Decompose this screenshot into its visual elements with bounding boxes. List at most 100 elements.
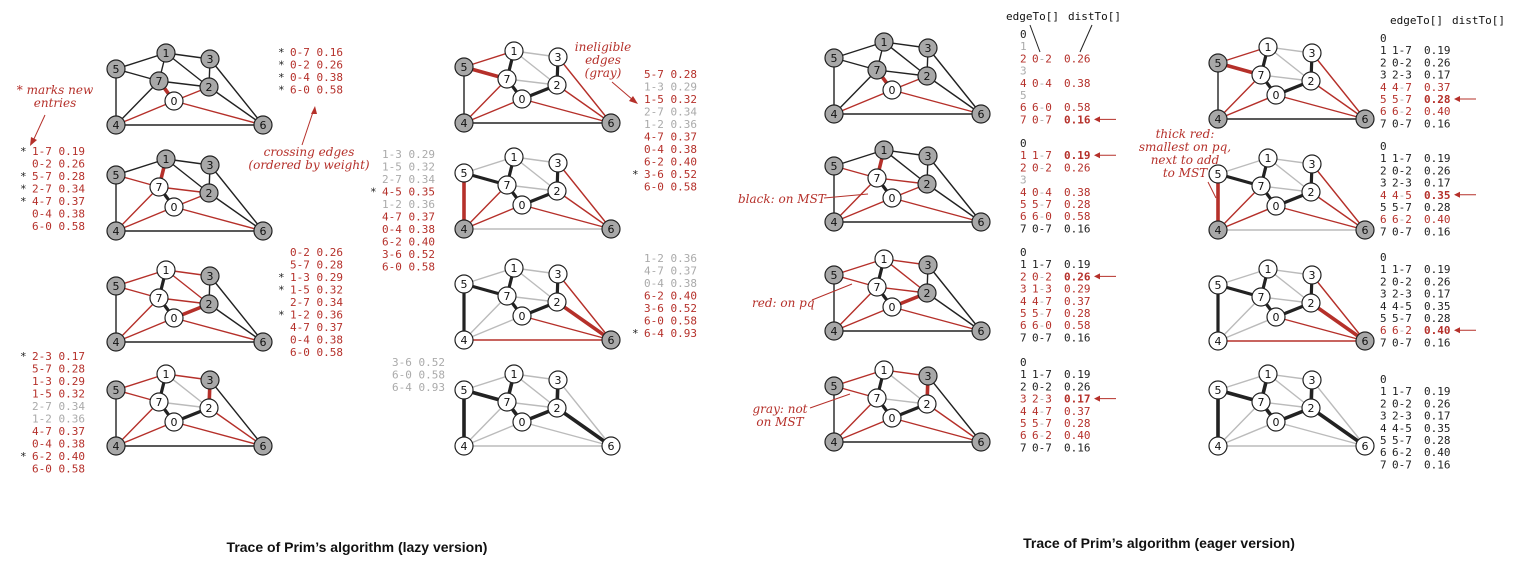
- table-edgeto: 0-7: [1392, 225, 1412, 238]
- vertex-6: [253, 115, 273, 135]
- pq-entry: 4-7 0.37: [290, 321, 343, 334]
- vertex-label-4: 4: [113, 440, 120, 453]
- table-distto: 0.16: [1064, 113, 1091, 126]
- pq-entry: 4-7 0.37: [382, 211, 435, 224]
- graph-edge-0-6: [891, 306, 982, 332]
- vertex-label-5: 5: [1215, 384, 1222, 397]
- table-index: 1: [1020, 149, 1027, 162]
- vertex-label-1: 1: [163, 47, 170, 60]
- table-distto: 0.17: [1424, 410, 1451, 423]
- table-edgeto: 4-5: [1392, 300, 1412, 313]
- graph-edge-2-6: [208, 303, 264, 343]
- table-index: 5: [1380, 201, 1387, 214]
- graph-edge-0-6: [173, 100, 264, 126]
- table-distto: 0.28: [1424, 434, 1451, 447]
- table-edgeto: 0-2: [1032, 161, 1052, 174]
- pq-entry: 1-3 0.29: [290, 271, 343, 284]
- graph-edge-0-6: [891, 197, 982, 223]
- table-distto: 0.28: [1064, 417, 1091, 430]
- table-edgeto: 1-7: [1032, 258, 1052, 271]
- vertex-label-0: 0: [171, 416, 178, 429]
- pq-entry: 1-5 0.32: [644, 93, 697, 106]
- vertex-label-7: 7: [1258, 180, 1265, 193]
- graph-edge-4-7: [1217, 74, 1262, 120]
- thick-red-annotation-4: to MST: [1163, 166, 1208, 180]
- vertex-0: [882, 80, 902, 100]
- table-edgeto: 2-3: [1392, 177, 1412, 190]
- pq-entry: 0-2 0.26: [290, 59, 343, 72]
- table-distto: 0.35: [1424, 189, 1451, 202]
- vertex-label-0: 0: [519, 199, 526, 212]
- pq-entry: 1-2 0.36: [290, 309, 343, 322]
- vertex-0: [882, 297, 902, 317]
- table-index: 7: [1380, 458, 1387, 471]
- graph-edge-4-7: [1217, 185, 1262, 231]
- vertex-label-4: 4: [461, 223, 468, 236]
- vertex-label-0: 0: [171, 201, 178, 214]
- vertex-1: [156, 364, 176, 384]
- vertex-3: [200, 49, 220, 69]
- vertex-6: [601, 113, 621, 133]
- table-index: 0: [1020, 246, 1027, 259]
- vertex-label-2: 2: [206, 81, 213, 94]
- thick-red-annotation: thick red:: [1156, 127, 1215, 141]
- vertex-label-5: 5: [831, 160, 838, 173]
- vertex-label-3: 3: [207, 53, 214, 66]
- vertex-7: [497, 175, 517, 195]
- pq-entry: 1-2 0.36: [644, 118, 697, 131]
- vertex-label-5: 5: [113, 280, 120, 293]
- vertex-2: [199, 77, 219, 97]
- vertex-label-7: 7: [874, 392, 881, 405]
- table-edgeto: 5-7: [1392, 201, 1412, 214]
- vertex-3: [918, 146, 938, 166]
- table-distto: 0.58: [1064, 101, 1091, 114]
- vertex-label-7: 7: [504, 73, 511, 86]
- table-edgeto: 0-2: [1392, 164, 1412, 177]
- vertex-7: [867, 388, 887, 408]
- graph-edge-0-6: [1275, 316, 1366, 342]
- vertex-5: [1208, 380, 1228, 400]
- vertex-3: [1302, 370, 1322, 390]
- table-index: 2: [1020, 161, 1027, 174]
- table-edgeto: 0-7: [1032, 113, 1052, 126]
- graph-edge-4-7: [463, 401, 508, 447]
- table-edgeto: 4-5: [1392, 422, 1412, 435]
- pq-entry: 0-4 0.38: [32, 208, 85, 221]
- table-index: 6: [1020, 210, 1027, 223]
- vertex-5: [1208, 275, 1228, 295]
- pq-entry: 6-2 0.40: [382, 236, 435, 249]
- table-edgeto: 0-2: [1392, 56, 1412, 69]
- vertex-2: [1301, 182, 1321, 202]
- vertex-6: [601, 219, 621, 239]
- table-distto: 0.16: [1064, 441, 1091, 454]
- vertex-0: [512, 306, 532, 326]
- vertex-label-0: 0: [889, 192, 896, 205]
- pq-entry: 2-3 0.17: [32, 350, 85, 363]
- vertex-label-0: 0: [519, 416, 526, 429]
- highlight-arrowhead: [1094, 395, 1100, 402]
- table-distto: 0.26: [1064, 380, 1091, 393]
- graph-edge-0-4: [833, 89, 893, 115]
- vertex-label-2: 2: [1308, 297, 1315, 310]
- table-distto: 0.26: [1064, 161, 1091, 174]
- vertex-label-4: 4: [461, 117, 468, 130]
- vertex-label-7: 7: [1258, 69, 1265, 82]
- table-edgeto: 1-3: [1032, 283, 1052, 296]
- vertex-label-5: 5: [461, 384, 468, 397]
- vertex-0: [164, 197, 184, 217]
- pq-entry: 3-6 0.52: [392, 356, 445, 369]
- table-edgeto: 5-7: [1392, 434, 1412, 447]
- table-index: 3: [1020, 283, 1027, 296]
- table-edgeto: 5-7: [1392, 312, 1412, 325]
- vertex-label-4: 4: [831, 436, 838, 449]
- crossing-edges-annotation-2: (ordered by weight): [248, 158, 369, 172]
- table-index: 6: [1020, 429, 1027, 442]
- pq-entry: 1-2 0.36: [644, 252, 697, 265]
- table-index: 3: [1380, 69, 1387, 82]
- table-index: 7: [1020, 113, 1027, 126]
- pq-entry: 6-2 0.40: [32, 450, 85, 463]
- graph-edge-3-6: [209, 164, 264, 232]
- table-index: 2: [1020, 52, 1027, 65]
- vertex-label-7: 7: [504, 179, 511, 192]
- table-index: 1: [1020, 40, 1027, 53]
